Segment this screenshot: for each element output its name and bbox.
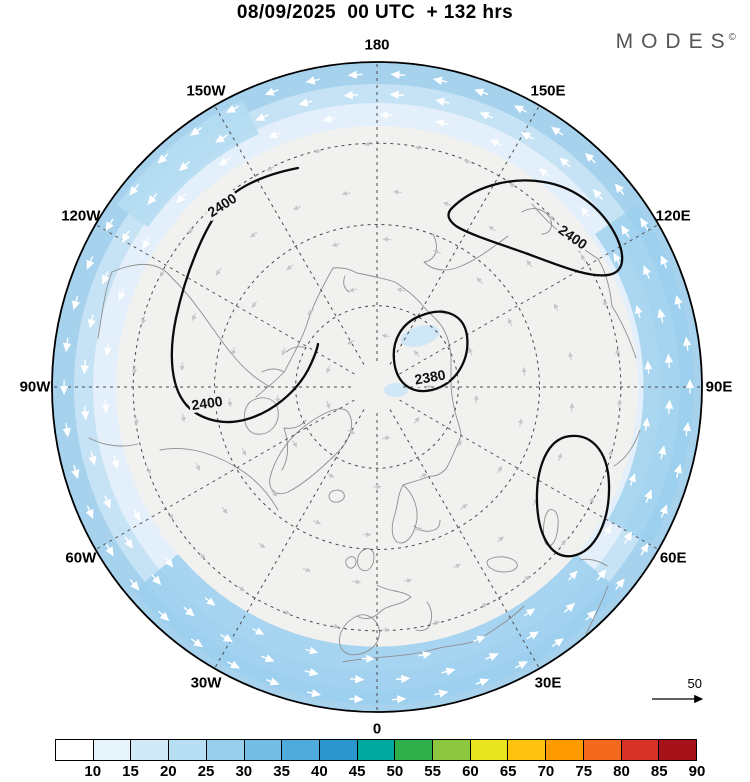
wind-scale: 50 — [640, 676, 712, 705]
colorbar-cell — [130, 740, 169, 760]
chart-title: 08/09/2025 00 UTC + 132 hrs — [236, 2, 514, 23]
ring-label-0: 0 — [372, 720, 382, 738]
colorbar-cell — [620, 740, 659, 760]
ring-label-60E: 60E — [659, 549, 687, 567]
interior-wind-arrows — [132, 141, 622, 633]
brand-logo: MODES© — [616, 30, 736, 54]
wind-shading — [52, 62, 702, 712]
colorbar-tick: 15 — [122, 763, 139, 780]
colorbar-cell — [56, 740, 93, 760]
colorbar-tick: 75 — [575, 763, 593, 780]
colorbar-tick: 35 — [273, 763, 290, 780]
colorbar-tick: 85 — [650, 763, 668, 780]
ring-label-150E: 150E — [530, 82, 566, 100]
colorbar-tick: 10 — [84, 763, 102, 780]
colorbar-cell — [582, 740, 621, 760]
colorbar-cell — [92, 740, 131, 760]
wind-scale-value: 50 — [687, 676, 702, 691]
ring-label-120E: 120E — [655, 207, 691, 225]
colorbar-cell — [168, 740, 206, 760]
ring-label-180: 180 — [364, 36, 390, 54]
wind-scale-arrow-icon — [652, 694, 704, 704]
colorbar-cell — [318, 740, 357, 760]
colorbar-tick: 50 — [386, 763, 404, 780]
ring-label-150W: 150W — [186, 82, 226, 100]
colorbar-tick: 60 — [462, 763, 479, 780]
colorbar-cell — [243, 740, 282, 760]
colorbar-tick: 70 — [537, 763, 555, 780]
colorbar-tick-labels: 10 15 20 25 30 35 40 45 50 55 60 65 70 75 80 85 90 — [55, 763, 705, 781]
brand-mark: © — [728, 32, 736, 43]
colorbar-tick: 65 — [499, 763, 517, 780]
colorbar-tick: 45 — [348, 763, 366, 780]
ring-label-120W: 120W — [61, 207, 101, 225]
map-boundary — [51, 61, 703, 713]
graticule — [53, 63, 701, 711]
ring-label-30E: 30E — [534, 674, 562, 692]
brand-name: MODES — [615, 30, 733, 53]
ring-label-30W: 30W — [190, 674, 222, 692]
colorbar-tick: 25 — [197, 763, 215, 780]
colorbar-cell — [205, 740, 244, 760]
map-interior — [52, 62, 702, 712]
ring-label-90E: 90E — [705, 378, 733, 396]
colorbar-cell — [507, 740, 546, 760]
colorbar-cell — [356, 740, 395, 760]
colorbar-tick: 90 — [688, 763, 706, 780]
colorbar-cell — [432, 740, 470, 760]
colorbar-cell — [281, 740, 319, 760]
ring-label-90W: 90W — [19, 378, 51, 396]
colorbar-tick: 20 — [159, 763, 177, 780]
ring-label-60W: 60W — [65, 549, 97, 567]
colorbar-cell — [658, 740, 696, 760]
colorbar-tick: 80 — [613, 763, 630, 780]
colorbar — [55, 739, 697, 761]
jet-wind-arrows — [59, 70, 695, 704]
colorbar-tick: 55 — [424, 763, 441, 780]
colorbar-cell — [394, 740, 433, 760]
colorbar-cell — [469, 740, 508, 760]
colorbar-tick: 30 — [235, 763, 253, 780]
colorbar-tick: 40 — [311, 763, 328, 780]
colorbar-cell — [545, 740, 583, 760]
